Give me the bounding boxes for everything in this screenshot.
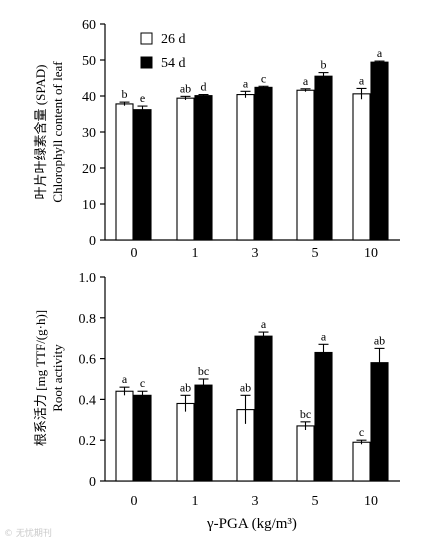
significance-label: bc (300, 407, 311, 421)
chlorophyll-chart: 叶片叶绿素含量 (SPAD) Chlorophyll content of le… (33, 18, 400, 261)
significance-label: e (140, 91, 145, 105)
significance-label: a (243, 76, 249, 90)
y-tick-label: 1.0 (79, 271, 97, 286)
y-tick-label: 0 (89, 475, 96, 490)
y-tick-label: 50 (82, 54, 96, 69)
x-tick-label: 5 (312, 494, 319, 509)
root-activity-chart: 根系活力 [mg TTF/(g·h)] Root activity 0 0.2 0.… (33, 271, 400, 509)
bar-26d (176, 402, 195, 482)
x-tick-label: 3 (252, 246, 259, 261)
significance-label: a (377, 46, 383, 60)
x-tick-label: 5 (312, 246, 319, 261)
significance-label: c (261, 71, 266, 85)
y-tick-label: 10 (82, 198, 96, 213)
significance-label: a (303, 74, 309, 88)
y-axis-label-cn: 叶片叶绿素含量 (SPAD) (33, 65, 48, 200)
bar-26d (236, 94, 255, 241)
significance-label: bc (198, 364, 209, 378)
bar-54d (194, 95, 213, 241)
bar-26d (296, 89, 315, 241)
significance-label: ab (374, 333, 385, 347)
significance-label: ab (180, 380, 191, 394)
bar-26d (296, 425, 315, 482)
x-tick-label: 1 (192, 494, 199, 509)
legend: 26 d 54 d (140, 32, 186, 71)
bar-26d (115, 390, 134, 482)
bar-54d (370, 362, 389, 482)
y-tick-label: 40 (82, 90, 96, 105)
bar-54d (194, 384, 213, 482)
bar-54d (254, 335, 273, 482)
significance-label: a (321, 329, 327, 343)
x-tick-label: 3 (252, 494, 259, 509)
y-axis-label-en: Root activity (50, 344, 65, 412)
y-tick-label: 0.4 (79, 393, 97, 408)
y-tick-label: 20 (82, 162, 96, 177)
y-tick-label: 0.6 (79, 353, 97, 368)
y-tick-label: 0 (89, 234, 96, 249)
y-tick-label: 0.2 (79, 434, 97, 449)
x-tick-label: 0 (131, 494, 138, 509)
significance-label: a (359, 73, 365, 87)
legend-label-54d: 54 d (161, 56, 186, 71)
bar-26d (352, 441, 371, 482)
x-tick-label: 10 (364, 494, 378, 509)
legend-swatch-26d (140, 32, 153, 45)
watermark: © 无忧期刊 (4, 527, 52, 539)
significance-label: c (140, 376, 145, 390)
legend-swatch-54d (140, 56, 153, 69)
y-tick-label: 60 (82, 18, 96, 33)
bar-54d (254, 86, 273, 241)
significance-label: a (261, 317, 267, 331)
x-tick-label: 0 (131, 246, 138, 261)
bar-26d (176, 97, 195, 241)
x-axis-title: γ-PGA (kg/m³) (206, 516, 297, 532)
y-tick-label: 0.8 (79, 312, 97, 327)
x-tick-label: 1 (192, 246, 199, 261)
bar-54d (370, 61, 389, 241)
significance-label: a (122, 372, 128, 386)
bar-54d (133, 394, 152, 482)
significance-label: ab (180, 81, 191, 95)
y-axis-label-cn: 根系活力 [mg TTF/(g·h)] (33, 310, 48, 446)
significance-label: ab (240, 380, 251, 394)
x-tick-label: 10 (364, 246, 378, 261)
y-tick-label: 30 (82, 126, 96, 141)
significance-label: b (321, 58, 327, 72)
legend-label-26d: 26 d (161, 32, 186, 47)
bar-54d (133, 109, 152, 241)
significance-label: b (122, 87, 128, 101)
bar-26d (352, 93, 371, 241)
significance-label: c (359, 425, 364, 439)
bar-26d (115, 103, 134, 241)
significance-label: d (201, 80, 207, 94)
bar-54d (314, 351, 333, 482)
y-axis-label-en: Chlorophyll content of leaf (50, 61, 65, 203)
bar-54d (314, 75, 333, 241)
